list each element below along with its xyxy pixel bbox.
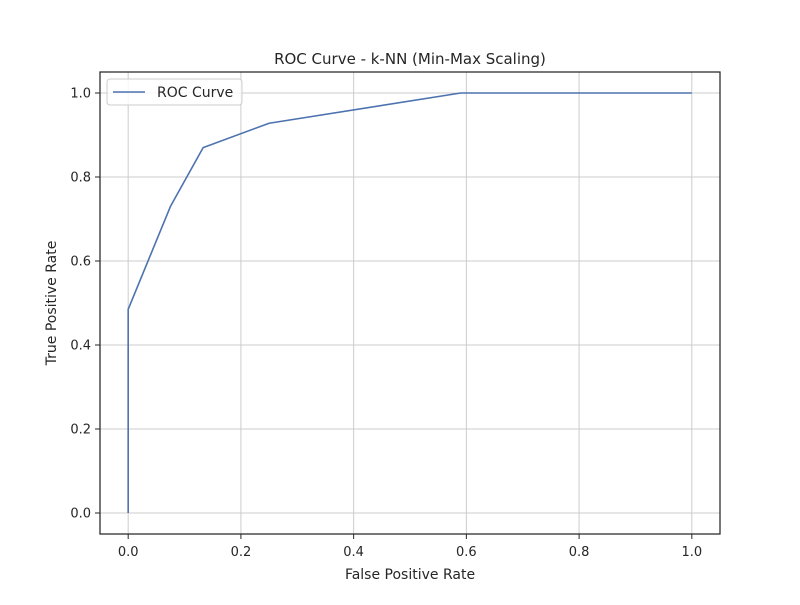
y-tick-label: 0.4: [70, 339, 91, 354]
x-tick-label: 0.2: [231, 545, 252, 560]
y-tick-label: 1.0: [70, 87, 91, 102]
y-tick-label: 0.6: [70, 255, 91, 270]
y-tick-label: 0.0: [70, 507, 91, 522]
legend-label: ROC Curve: [157, 85, 233, 101]
x-axis-label: False Positive Rate: [345, 567, 475, 583]
chart-title: ROC Curve - k-NN (Min-Max Scaling): [274, 50, 546, 68]
plot-area: [100, 72, 720, 534]
y-tick-label: 0.2: [70, 423, 91, 438]
x-tick-label: 0.0: [118, 545, 139, 560]
y-tick-label: 0.8: [70, 171, 91, 186]
x-tick-label: 1.0: [681, 545, 702, 560]
x-tick-label: 0.6: [456, 545, 477, 560]
y-axis-ticks: 0.0 0.2 0.4 0.6 0.8 1.0: [70, 87, 100, 522]
x-axis-ticks: 0.0 0.2 0.4 0.6 0.8 1.0: [118, 534, 702, 560]
roc-curve-line: [127, 92, 692, 513]
legend: ROC Curve: [106, 78, 243, 106]
series-layer: [127, 92, 692, 513]
y-axis-label: True Positive Rate: [44, 241, 60, 367]
grid-lines: [100, 72, 720, 534]
legend-box: [106, 78, 243, 106]
x-tick-label: 0.4: [343, 545, 364, 560]
x-tick-label: 0.8: [569, 545, 590, 560]
plot-frame: [99, 71, 721, 535]
